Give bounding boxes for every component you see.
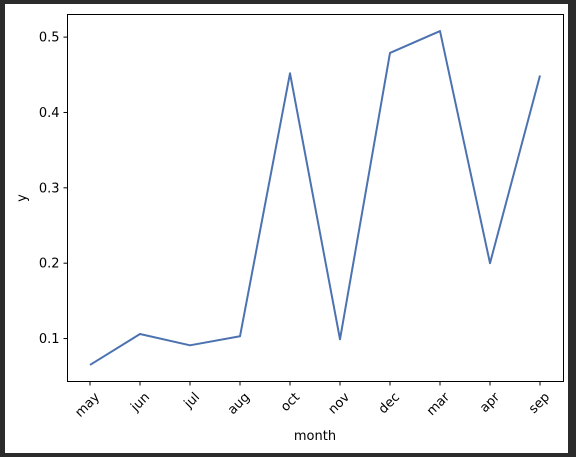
y-axis-label: y (15, 194, 30, 202)
x-tick-label: sep (526, 390, 553, 417)
y-tick-label: 0.2 (39, 257, 60, 272)
x-axis-ticks: may jun jul aug oct nov dec mar apr sep (72, 381, 553, 421)
series-points (89, 31, 541, 365)
x-tick-label: dec (376, 390, 403, 417)
x-tick-label: oct (278, 390, 303, 415)
x-tick-label: aug (225, 390, 253, 418)
y-axis-ticks: 0.1 0.2 0.3 0.4 0.5 (39, 31, 68, 347)
x-tick-label: mar (424, 389, 453, 418)
y-tick-label: 0.5 (39, 31, 60, 46)
y-tick-label: 0.4 (39, 106, 60, 121)
x-axis-label: month (294, 429, 336, 444)
x-tick-label: apr (477, 389, 503, 415)
plot-area (67, 14, 564, 382)
y-tick-label: 0.1 (39, 332, 60, 347)
series-line (89, 30, 541, 366)
y-tick-label: 0.3 (39, 181, 60, 196)
x-tick-label: nov (326, 390, 354, 418)
x-tick-label: may (72, 390, 103, 421)
x-tick-label: jul (181, 390, 203, 412)
x-tick-label: jun (128, 390, 154, 416)
